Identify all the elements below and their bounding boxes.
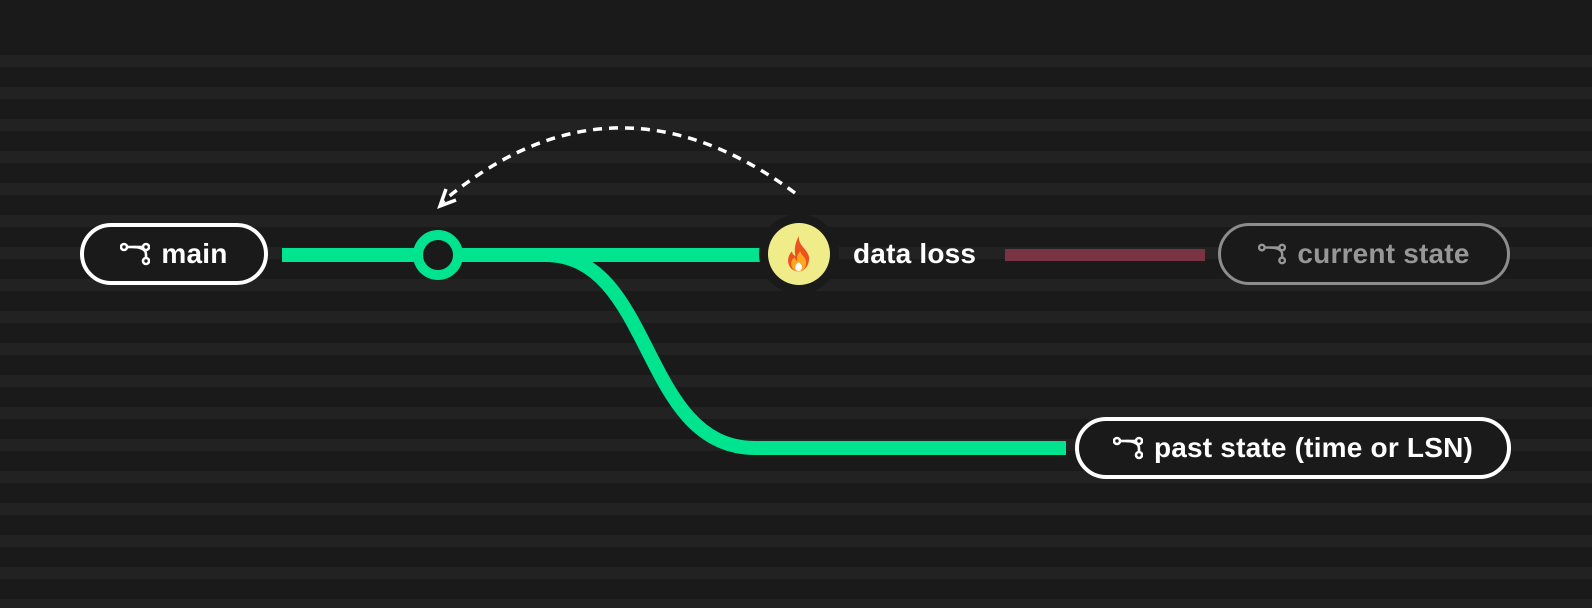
git-branch-icon [120, 242, 151, 266]
branch-point-node [413, 230, 463, 280]
restore-arrow-arc [439, 126, 797, 205]
data-loss-label: data loss [853, 238, 977, 269]
git-branch-icon [1112, 436, 1143, 460]
data-loss-fire-marker [759, 214, 839, 294]
fire-icon [788, 236, 810, 272]
restore-arrowhead-icon [437, 188, 457, 209]
branch-badge-past-state-label: past state (time or LSN) [1153, 432, 1474, 463]
git-branch-icon [1258, 243, 1287, 265]
restore-branch-line [544, 248, 1066, 455]
branch-badge-main: main [80, 223, 268, 285]
branch-badge-current-state-label: current state [1297, 238, 1470, 269]
branch-badge-past-state: past state (time or LSN) [1075, 417, 1511, 479]
branch-badge-current-state: current state [1218, 223, 1510, 285]
branch-badge-main-label: main [161, 238, 228, 269]
